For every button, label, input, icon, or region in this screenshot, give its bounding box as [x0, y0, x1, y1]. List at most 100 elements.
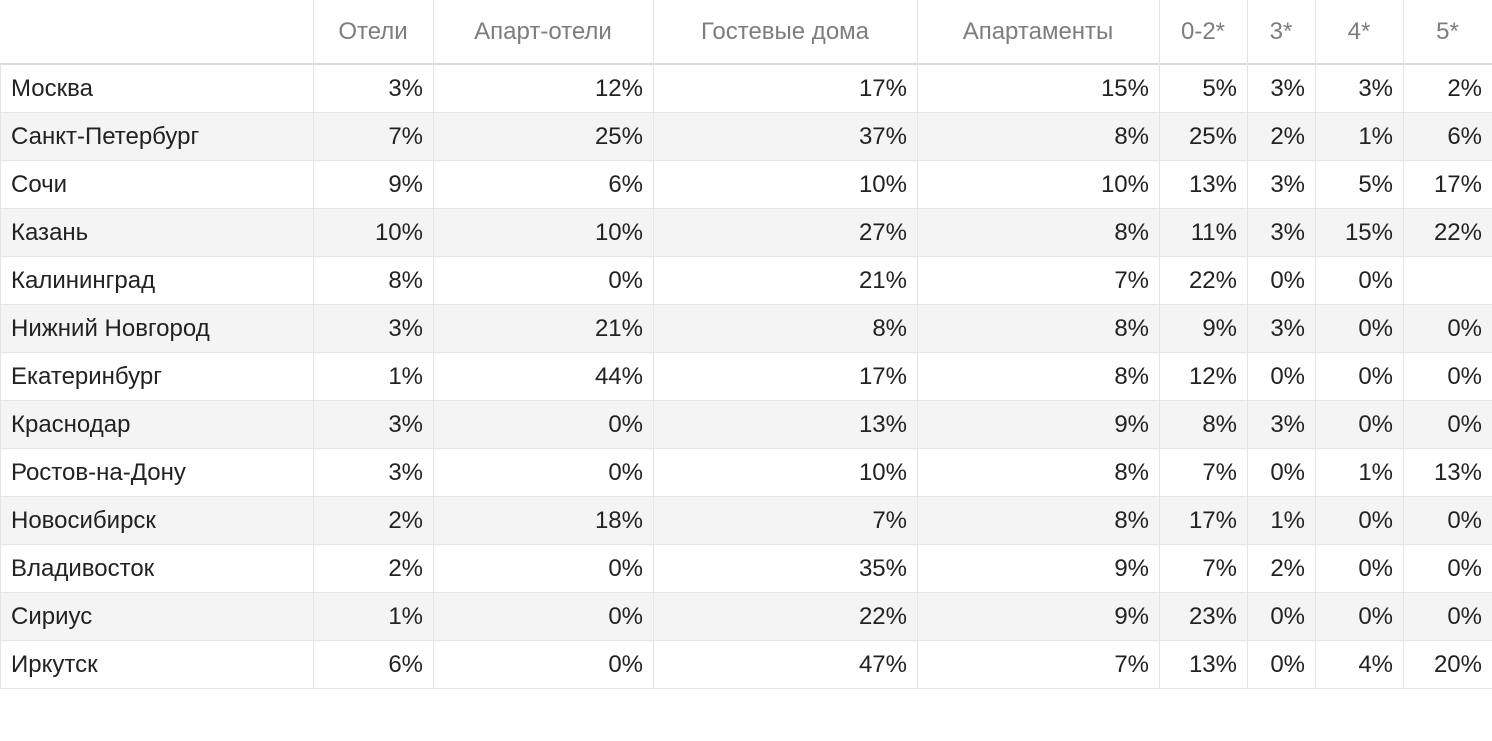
- table-cell: 0%: [608, 269, 643, 293]
- table-left-border: [0, 65, 1, 689]
- row-label: Владивосток: [11, 557, 155, 581]
- table-cell: 2%: [1270, 557, 1305, 581]
- column-divider: [1315, 0, 1316, 689]
- table-cell: 25%: [594, 125, 643, 149]
- table-cell: 20%: [1433, 653, 1482, 677]
- table-cell: 12%: [1188, 365, 1237, 389]
- table-cell: 0%: [1270, 365, 1305, 389]
- table-cell: 0%: [1358, 509, 1393, 533]
- column-divider: [653, 0, 654, 689]
- table-cell: 0%: [1447, 365, 1482, 389]
- table-cell: 8%: [1114, 509, 1149, 533]
- row-label: Санкт-Петербург: [11, 125, 200, 149]
- table-cell: 9%: [1114, 557, 1149, 581]
- row-label: Сириус: [11, 605, 93, 629]
- column-divider: [1247, 0, 1248, 689]
- table-cell: 7%: [1114, 269, 1149, 293]
- column-header: 4*: [1347, 20, 1371, 44]
- table-cell: 13%: [1433, 461, 1482, 485]
- table-cell: 3%: [1270, 221, 1305, 245]
- table-cell: 0%: [1358, 413, 1393, 437]
- table-cell: 1%: [1358, 125, 1393, 149]
- table-cell: 35%: [858, 557, 907, 581]
- table-cell: 0%: [608, 605, 643, 629]
- table-cell: 9%: [388, 173, 423, 197]
- table-cell: 2%: [1270, 125, 1305, 149]
- table-cell: 0%: [1447, 557, 1482, 581]
- column-divider: [917, 0, 918, 689]
- table-cell: 0%: [608, 461, 643, 485]
- table-cell: 15%: [1344, 221, 1393, 245]
- table-cell: 8%: [1114, 365, 1149, 389]
- table-row: [0, 257, 1492, 305]
- row-label: Краснодар: [11, 413, 131, 437]
- table-row: [0, 353, 1492, 401]
- table-cell: 17%: [858, 77, 907, 101]
- table-cell: 3%: [388, 461, 423, 485]
- table-cell: 11%: [1190, 221, 1237, 245]
- table-cell: 7%: [1202, 557, 1237, 581]
- table-cell: 7%: [1114, 653, 1149, 677]
- table-cell: 3%: [1270, 317, 1305, 341]
- table-cell: 37%: [858, 125, 907, 149]
- table-cell: 0%: [1358, 557, 1393, 581]
- row-label: Казань: [11, 221, 89, 245]
- table-cell: 1%: [388, 365, 423, 389]
- table-cell: 17%: [1433, 173, 1482, 197]
- table-cell: 0%: [1358, 269, 1393, 293]
- table-row: [0, 449, 1492, 497]
- table-cell: 3%: [1270, 173, 1305, 197]
- table-cell: 21%: [858, 269, 907, 293]
- table-cell: 3%: [1270, 77, 1305, 101]
- row-label: Сочи: [11, 173, 68, 197]
- table-cell: 0%: [608, 653, 643, 677]
- table-cell: 4%: [1358, 653, 1393, 677]
- table-cell: 0%: [1447, 317, 1482, 341]
- table-cell: 22%: [858, 605, 907, 629]
- table-cell: 0%: [1447, 413, 1482, 437]
- column-divider: [433, 0, 434, 689]
- column-header: Отели: [338, 20, 408, 44]
- table-cell: 10%: [1100, 173, 1149, 197]
- table-cell: 8%: [1114, 317, 1149, 341]
- table-row: [0, 113, 1492, 161]
- column-header: 3*: [1269, 20, 1293, 44]
- table-cell: 12%: [594, 77, 643, 101]
- table-cell: 8%: [1114, 125, 1149, 149]
- table-row: [0, 545, 1492, 593]
- table-cell: 13%: [1188, 173, 1237, 197]
- row-label: Новосибирск: [11, 509, 156, 533]
- row-label: Москва: [11, 77, 93, 101]
- table-cell: 23%: [1188, 605, 1237, 629]
- table-row: [0, 161, 1492, 209]
- table-cell: 3%: [1270, 413, 1305, 437]
- column-header: 5*: [1436, 20, 1459, 44]
- column-divider: [1159, 0, 1160, 689]
- table-cell: 17%: [1188, 509, 1237, 533]
- column-divider: [1403, 0, 1404, 689]
- table-cell: 17%: [858, 365, 907, 389]
- table-row: [0, 65, 1492, 113]
- row-label: Калининград: [11, 269, 156, 293]
- column-header: 0-2*: [1180, 20, 1226, 44]
- table-cell: 7%: [1202, 461, 1237, 485]
- table-cell: 0%: [608, 413, 643, 437]
- table-cell: 3%: [388, 413, 423, 437]
- table-cell: 0%: [1358, 605, 1393, 629]
- table-cell: 0%: [1270, 461, 1305, 485]
- table-cell: 0%: [1447, 605, 1482, 629]
- header-divider: [0, 63, 1492, 65]
- row-label: Нижний Новгород: [11, 317, 210, 341]
- table-cell: 9%: [1114, 413, 1149, 437]
- table-cell: 9%: [1202, 317, 1237, 341]
- table-cell: 0%: [1270, 653, 1305, 677]
- table-cell: 3%: [1358, 77, 1393, 101]
- table-cell: 0%: [1270, 269, 1305, 293]
- table-cell: 47%: [858, 653, 907, 677]
- column-header: Гостевые дома: [700, 20, 870, 44]
- row-label: Иркутск: [11, 653, 98, 677]
- table-cell: 44%: [594, 365, 643, 389]
- table-cell: 1%: [1270, 509, 1305, 533]
- column-header: Апартаменты: [962, 20, 1114, 44]
- table-cell: 2%: [1447, 77, 1482, 101]
